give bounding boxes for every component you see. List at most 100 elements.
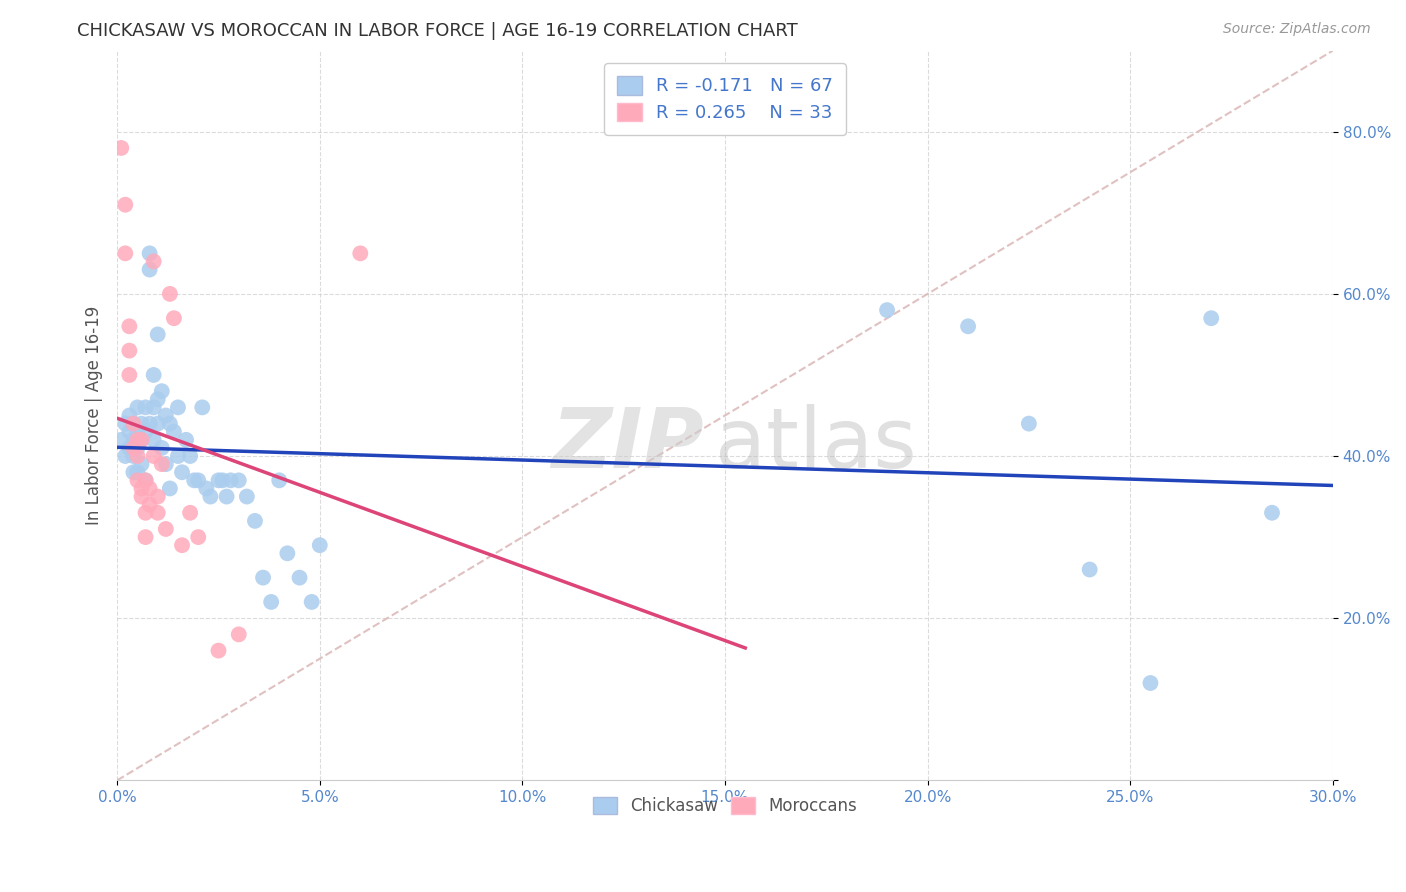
- Point: [131, 433, 153, 447]
- Point: [1018, 417, 1040, 431]
- Point: [207, 474, 229, 488]
- Point: [308, 538, 330, 552]
- Point: [174, 433, 197, 447]
- Point: [215, 490, 238, 504]
- Point: [187, 474, 209, 488]
- Point: [159, 482, 181, 496]
- Point: [228, 627, 250, 641]
- Point: [1199, 311, 1222, 326]
- Point: [142, 401, 165, 415]
- Point: [179, 449, 201, 463]
- Point: [138, 262, 160, 277]
- Point: [200, 490, 222, 504]
- Point: [114, 246, 136, 260]
- Point: [127, 441, 149, 455]
- Point: [127, 449, 149, 463]
- Point: [150, 384, 173, 399]
- Point: [1139, 676, 1161, 690]
- Point: [155, 457, 177, 471]
- Point: [228, 474, 250, 488]
- Text: ZIP: ZIP: [551, 404, 704, 485]
- Point: [110, 433, 132, 447]
- Point: [138, 417, 160, 431]
- Text: CHICKASAW VS MOROCCAN IN LABOR FORCE | AGE 16-19 CORRELATION CHART: CHICKASAW VS MOROCCAN IN LABOR FORCE | A…: [77, 22, 799, 40]
- Point: [122, 417, 145, 431]
- Point: [211, 474, 233, 488]
- Point: [127, 401, 149, 415]
- Point: [135, 506, 157, 520]
- Point: [118, 441, 141, 455]
- Point: [260, 595, 283, 609]
- Point: [142, 368, 165, 382]
- Point: [122, 441, 145, 455]
- Point: [131, 490, 153, 504]
- Point: [146, 417, 169, 431]
- Point: [957, 319, 980, 334]
- Text: atlas: atlas: [716, 404, 917, 485]
- Point: [142, 254, 165, 268]
- Point: [150, 441, 173, 455]
- Point: [146, 506, 169, 520]
- Point: [142, 433, 165, 447]
- Point: [163, 311, 186, 326]
- Point: [131, 433, 153, 447]
- Point: [163, 425, 186, 439]
- Point: [146, 327, 169, 342]
- Point: [131, 417, 153, 431]
- Point: [170, 538, 193, 552]
- Point: [118, 425, 141, 439]
- Point: [127, 433, 149, 447]
- Point: [146, 392, 169, 407]
- Point: [135, 425, 157, 439]
- Legend: Chickasaw, Moroccans: Chickasaw, Moroccans: [582, 785, 869, 827]
- Point: [135, 474, 157, 488]
- Point: [118, 368, 141, 382]
- Point: [195, 482, 218, 496]
- Point: [276, 546, 298, 560]
- Point: [269, 474, 291, 488]
- Point: [122, 417, 145, 431]
- Point: [1261, 506, 1284, 520]
- Point: [155, 409, 177, 423]
- Point: [122, 449, 145, 463]
- Point: [114, 417, 136, 431]
- Point: [183, 474, 205, 488]
- Point: [122, 433, 145, 447]
- Point: [138, 498, 160, 512]
- Point: [252, 571, 274, 585]
- Point: [138, 482, 160, 496]
- Point: [118, 319, 141, 334]
- Point: [138, 246, 160, 260]
- Point: [114, 197, 136, 211]
- Point: [135, 401, 157, 415]
- Point: [876, 303, 898, 318]
- Point: [127, 465, 149, 479]
- Point: [179, 506, 201, 520]
- Point: [135, 530, 157, 544]
- Point: [167, 449, 190, 463]
- Text: Source: ZipAtlas.com: Source: ZipAtlas.com: [1223, 22, 1371, 37]
- Point: [301, 595, 323, 609]
- Point: [118, 409, 141, 423]
- Point: [219, 474, 242, 488]
- Point: [349, 246, 371, 260]
- Y-axis label: In Labor Force | Age 16-19: In Labor Force | Age 16-19: [86, 306, 103, 525]
- Point: [110, 141, 132, 155]
- Point: [118, 343, 141, 358]
- Point: [150, 457, 173, 471]
- Point: [159, 417, 181, 431]
- Point: [207, 643, 229, 657]
- Point: [187, 530, 209, 544]
- Point: [146, 490, 169, 504]
- Point: [170, 465, 193, 479]
- Point: [155, 522, 177, 536]
- Point: [122, 465, 145, 479]
- Point: [243, 514, 266, 528]
- Point: [114, 449, 136, 463]
- Point: [135, 474, 157, 488]
- Point: [131, 457, 153, 471]
- Point: [127, 425, 149, 439]
- Point: [236, 490, 259, 504]
- Point: [159, 286, 181, 301]
- Point: [127, 474, 149, 488]
